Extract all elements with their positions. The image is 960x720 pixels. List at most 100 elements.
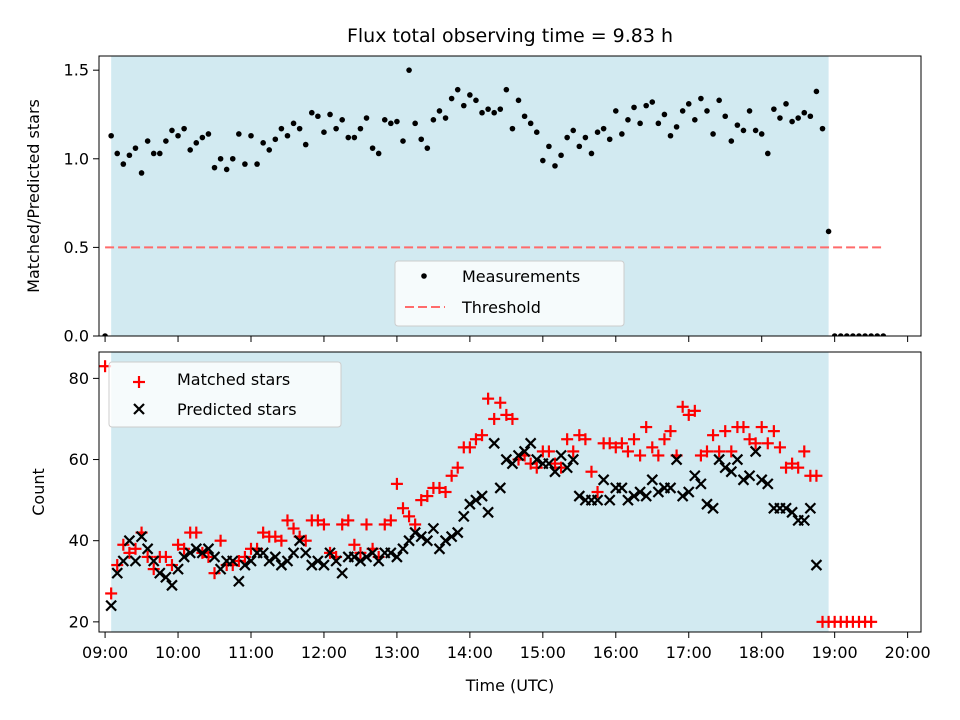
predicted-star-point [433,543,446,555]
matched-star-point [767,425,780,438]
matched-star-point [694,449,707,462]
measurement-point [266,147,273,153]
matched-star-point [232,554,245,567]
matched-star-point [403,510,416,523]
predicted-star-point [214,563,227,575]
measurement-point [321,129,327,136]
measurement-point [728,138,735,144]
measurement-point [521,113,528,120]
predicted-star-point [105,599,117,612]
matched-star-point [865,615,878,628]
predicted-star-point [135,530,148,543]
matched-star-point [682,408,695,421]
predicted-star-point [141,543,154,555]
predicted-star-point [366,547,379,559]
measurement-point [704,108,710,114]
bottom-y-axis-label: Count [29,468,48,516]
y-tick-label: 1.0 [64,149,89,168]
matched-star-point [488,412,501,425]
y-tick-label: 0.0 [64,327,89,346]
predicted-star-point [166,579,178,592]
bottom-axes-frame [98,351,922,633]
matched-star-point [105,587,118,600]
predicted-star-point [628,490,640,502]
matched-star-point [548,457,561,470]
predicted-star-point [518,445,531,458]
measurement-point [515,97,522,104]
top-legend-frame [394,260,625,327]
measurement-point [637,120,643,127]
measurement-point [716,97,722,104]
predicted-star-point [385,547,397,559]
predicted-star-point [318,559,330,571]
measurement-point [880,333,887,336]
matched-star-point [628,433,641,446]
legend-marker-predicted [133,403,145,415]
predicted-star-point [312,555,324,567]
measurement-point [764,150,771,157]
y-tick-label: 80 [69,369,89,388]
measurement-point [758,131,765,137]
measurement-point [315,113,321,120]
matched-star-point [123,546,136,559]
matched-star-point [378,518,391,531]
matched-star-point [567,445,580,458]
predicted-star-point [731,453,744,466]
measurement-point [783,101,789,107]
predicted-star-point [415,530,428,543]
matched-star-point [311,514,324,527]
x-tick-label: 12:00 [301,643,347,662]
predicted-star-point [391,551,403,563]
measurement-point [509,125,516,132]
x-axis-label: Time (UTC) [465,676,554,695]
measurement-point [740,127,747,134]
measurement-point [163,138,169,144]
measurement-point [631,104,637,111]
predicted-star-point [360,551,373,563]
predicted-star-point [506,457,519,470]
matched-star-point [482,392,495,405]
legend-marker-matched [133,376,145,388]
y-tick-label: 1.5 [64,61,89,80]
matched-star-point [281,514,294,527]
measurement-point [491,109,497,116]
measurement-point [351,134,358,141]
measurement-point [187,147,193,153]
predicted-star-point [561,461,573,474]
predicted-star-point [190,543,203,555]
measurement-point [831,333,838,336]
measurement-point [175,132,181,139]
predicted-star-point [348,551,361,563]
measurement-point [424,145,431,151]
predicted-star-point [445,530,458,543]
matched-star-point [664,425,677,438]
matched-star-point [524,457,537,470]
measurement-point [181,125,187,132]
measurement-point [394,118,400,125]
matched-star-point [390,477,403,490]
matched-star-point [761,437,774,450]
measurement-point [308,109,315,116]
measurement-point [479,109,485,116]
predicted-star-point [530,453,543,466]
predicted-star-point [263,555,276,567]
matched-star-point [275,534,288,547]
predicted-star-point [603,494,616,506]
matched-star-point [141,550,154,563]
predicted-star-point [397,543,409,555]
predicted-star-point [804,502,817,515]
matched-star-point [476,429,489,442]
predicted-star-point [555,449,567,462]
top-y-ticks: 0.0 0.5 1.0 1.5 [64,61,99,346]
predicted-star-point [239,559,251,571]
measurement-point [868,333,874,336]
matched-star-point [700,445,713,458]
matched-star-point [348,538,361,551]
predicted-star-point [640,490,652,502]
measurement-point [363,115,370,121]
measurement-point [497,106,504,112]
predicted-star-point [646,474,659,486]
matched-star-point [172,538,185,551]
matched-star-point [238,550,251,563]
measurement-point [296,125,303,132]
